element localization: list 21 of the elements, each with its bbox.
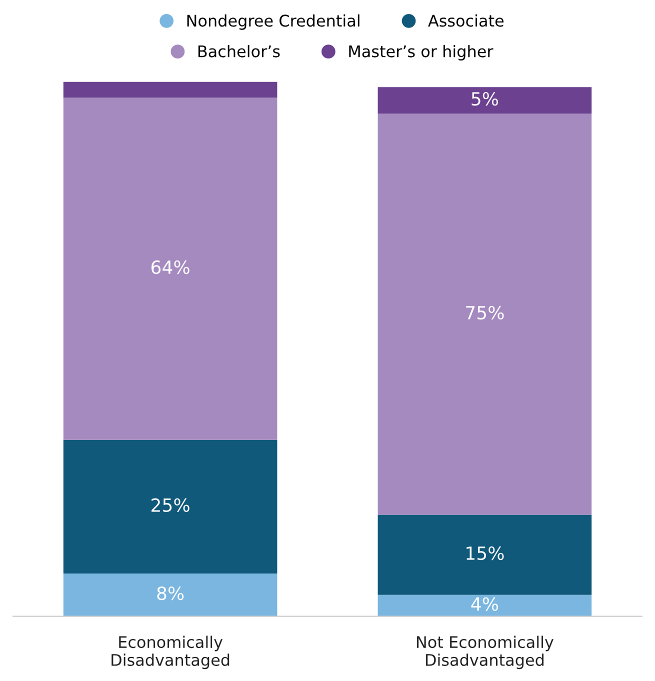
- bar: [63, 440, 278, 574]
- bar: [378, 594, 592, 616]
- data-label: 4%: [471, 597, 498, 611]
- legend-label: Bachelor’s: [198, 45, 280, 58]
- data-label: 5%: [472, 92, 498, 106]
- legend-label: Nondegree Credential: [187, 14, 360, 30]
- legend-label: Master’s or higher: [349, 45, 494, 60]
- bar: [63, 82, 278, 98]
- data-label: 64%: [151, 260, 190, 274]
- bar: [63, 574, 278, 616]
- bar: [378, 514, 592, 595]
- data-label: 25%: [152, 498, 190, 512]
- bar: [63, 98, 278, 440]
- bar: [378, 114, 592, 515]
- data-label: 8%: [157, 586, 184, 600]
- data-label: 75%: [466, 306, 504, 320]
- bar: [378, 87, 592, 114]
- data-label: 15%: [466, 546, 504, 560]
- legend-label: Associate: [428, 14, 504, 27]
- x-tick-label: Not Economically Disadvantaged: [417, 636, 554, 670]
- x-tick-label: Economically Disadvantaged: [112, 636, 230, 670]
